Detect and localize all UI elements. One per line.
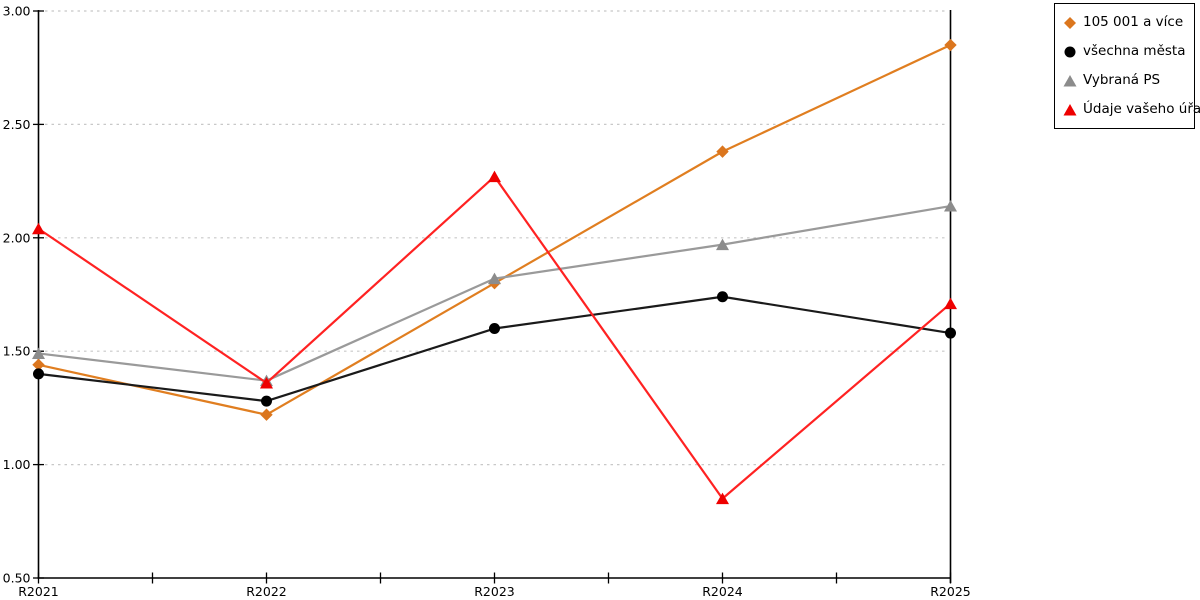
data-point-marker-series-3 [716,492,729,505]
data-point-marker-series-1 [945,327,956,339]
legend-item-udaje-vaseho-uradu: Údaje vašeho úřadu [1063,102,1200,117]
triangle-icon [1063,74,1077,86]
legend-label: Vybraná PS [1083,71,1161,88]
circle-icon [1064,46,1076,57]
data-point-marker-series-3 [944,297,957,310]
data-point-marker-series-1 [33,368,44,380]
data-point-marker-series-1 [717,291,728,303]
legend-item-vsechna-mesta: všechna města [1063,42,1194,59]
x-tick-label: R2021 [18,584,59,599]
x-tick-label: R2023 [474,584,515,599]
y-tick-label: 3.00 [3,4,31,19]
legend-label: všechna města [1083,42,1186,59]
legend: 105 001 a více všechna města Vybraná PS … [1054,3,1200,129]
data-point-marker-series-3 [260,376,273,389]
series-1-line [37,295,952,403]
legend-label: Údaje vašeho úřadu [1083,100,1200,117]
data-point-marker-series-2 [32,347,45,359]
y-tick-label: 2.50 [3,117,31,132]
data-point-marker-series-2 [488,272,501,285]
legend-label: 105 001 a více [1083,13,1184,30]
diamond-icon [1064,16,1076,29]
y-tick-label: 0.50 [3,571,31,586]
data-point-marker-series-0 [32,358,45,372]
legend-item-vybrana-ps: Vybraná PS [1063,71,1194,88]
data-point-marker-series-1 [489,323,500,335]
data-point-marker-series-3 [32,222,45,235]
x-tick-label: R2024 [702,584,743,599]
data-point-marker-series-0 [260,408,273,421]
x-tick-label: R2025 [930,584,971,599]
x-tick-label: R2022 [246,584,287,599]
data-point-marker-series-1 [261,395,272,407]
series-2-line [37,204,952,382]
data-point-marker-series-0 [716,145,729,158]
y-tick-label: 2.00 [3,230,31,245]
series-3-line [37,175,952,500]
y-tick-label: 1.00 [3,457,31,472]
data-point-marker-series-0 [944,38,957,52]
y-tick-label: 1.50 [3,344,31,359]
data-point-marker-series-2 [716,238,729,251]
legend-item-105-001-a-vice: 105 001 a více [1063,13,1194,30]
data-point-marker-series-3 [488,170,501,183]
triangle-icon [1063,103,1077,115]
data-point-marker-series-2 [944,200,957,212]
